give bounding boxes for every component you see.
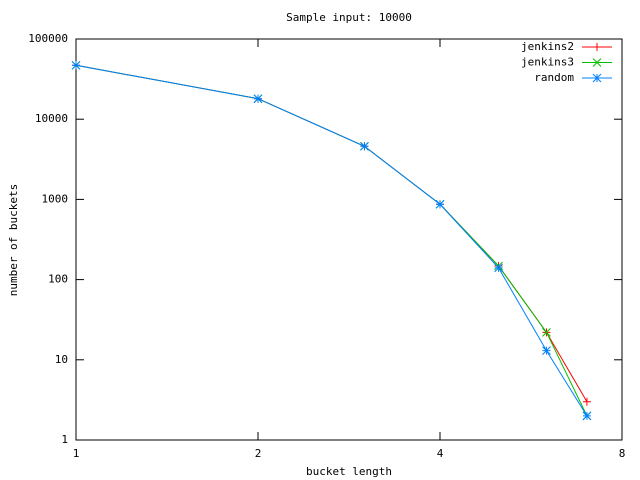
legend-marker: [593, 43, 601, 51]
data-point: [542, 327, 551, 337]
x-tick-label: 2: [255, 447, 262, 460]
legend-marker: [592, 58, 602, 67]
data-point: [494, 263, 503, 273]
chart-title: Sample input: 10000: [286, 11, 412, 24]
x-tick-label: 1: [73, 447, 80, 460]
x-axis-label: bucket length: [306, 465, 392, 478]
y-tick-label: 10: [55, 353, 68, 366]
legend-marker: [592, 73, 602, 83]
y-axis-label: number of buckets: [7, 184, 20, 297]
data-point: [71, 60, 81, 70]
legend-label: random: [534, 71, 574, 84]
y-tick-label: 10000: [35, 112, 68, 125]
data-point: [435, 199, 445, 209]
y-tick-label: 100000: [28, 32, 68, 45]
y-tick-label: 1: [61, 433, 68, 446]
plot-frame: [75, 38, 623, 441]
y-tick-label: 100: [48, 273, 68, 286]
y-tick-label: 1000: [42, 192, 69, 205]
data-point: [542, 346, 551, 356]
data-point: [582, 397, 591, 406]
x-tick-label: 4: [437, 447, 444, 460]
data-point: [582, 411, 592, 421]
x-tick-label: 8: [619, 447, 626, 460]
legend-label: jenkins3: [521, 56, 574, 69]
data-point: [253, 94, 263, 104]
legend-label: jenkins2: [521, 40, 574, 53]
data-point: [360, 141, 369, 151]
